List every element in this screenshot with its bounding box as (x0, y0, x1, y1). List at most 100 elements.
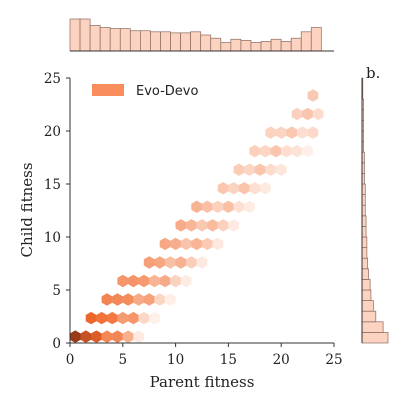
hexbin-cell (186, 219, 197, 232)
x-axis-title: Parent fitness (150, 373, 255, 391)
hexbin-cell (191, 200, 203, 213)
y-tick-label: 0 (52, 336, 61, 352)
hexbin-cell (149, 274, 160, 288)
hexbin-cell (117, 311, 129, 325)
hexbin-cell (207, 219, 218, 232)
hexbin-cell (265, 163, 276, 176)
hexbin-cell (201, 237, 213, 251)
hexbin-cell (170, 237, 181, 251)
hexbin-cell (275, 126, 287, 139)
hexbin-cell (96, 311, 108, 325)
hexbin-cell (228, 182, 240, 195)
hexbin-cell (106, 311, 118, 325)
hexbin-cell (85, 311, 97, 325)
y-tick-label: 15 (44, 177, 61, 193)
x-tick-label: 5 (119, 352, 128, 368)
hexbin-cell (307, 126, 319, 139)
x-tick-label: 15 (220, 352, 237, 368)
hexbin-cell (69, 330, 81, 343)
legend: Evo-Devo (92, 84, 198, 99)
hexbin-cell (233, 163, 245, 176)
y-marginal-bar (361, 300, 374, 312)
x-marginal-bar (260, 41, 272, 52)
legend-swatch (92, 84, 124, 96)
y-marginal-bar (361, 247, 368, 259)
hexbin-cell (296, 126, 308, 139)
legend-label: Evo-Devo (136, 84, 198, 99)
hexbin-cell (117, 274, 129, 288)
x-marginal-bar (89, 25, 101, 52)
hexbin-cell (112, 293, 123, 306)
x-marginal-bar (220, 42, 232, 52)
hexbin-cell (238, 182, 250, 195)
y-marginal-bar (361, 332, 389, 344)
hexbin-cell (260, 144, 271, 158)
y-marginal-bar (361, 289, 372, 301)
hexbin-cell (133, 293, 144, 306)
x-marginal-bar (109, 28, 121, 52)
hexbin-cell (122, 293, 134, 306)
hexbin-cell (143, 256, 155, 269)
hexbin-cell (180, 274, 192, 288)
hexbin-cell (143, 293, 155, 306)
hexbin-cell (196, 219, 208, 232)
y-tick-label: 5 (52, 283, 61, 299)
hexbin-cell (249, 182, 261, 195)
x-marginal-bar (140, 30, 151, 52)
y-marginal-bar (361, 268, 369, 280)
hexbin-cell (164, 256, 176, 269)
x-marginal-bar (270, 38, 282, 52)
hexbin-cell (275, 163, 287, 176)
hexbin-cell (223, 200, 234, 213)
hexbin-cell (212, 237, 224, 251)
y-tick-labels: 0 5 10 15 20 25 (44, 71, 70, 352)
hexbin-cell (122, 330, 134, 343)
hexbin-cell (249, 144, 261, 158)
hexbin-cell (254, 163, 266, 176)
x-marginal-bar (119, 28, 131, 52)
hexbin-cell (312, 107, 324, 121)
x-marginal-bar (290, 37, 302, 52)
hexbin-cell (196, 256, 208, 269)
x-marginal-bar (280, 41, 292, 52)
x-marginal-bar (230, 38, 242, 52)
hexbin-cell (91, 330, 102, 343)
hexbin-cell (291, 144, 303, 158)
x-tick-labels: 0 5 10 15 20 25 (66, 343, 343, 368)
hexbin-cell (164, 293, 176, 306)
x-marginal-bar (69, 18, 81, 52)
hexbin-cell (302, 144, 313, 158)
hexbin-cell (217, 182, 229, 195)
hexbin-cell (175, 219, 187, 232)
hexbin-cell (265, 126, 276, 139)
hexbin-cell (270, 144, 282, 158)
y-marginal-bar (361, 215, 367, 227)
x-marginal-bar (99, 27, 111, 52)
x-tick-label: 0 (66, 352, 75, 368)
hexbin-cell (154, 293, 166, 306)
hexbin-cell (159, 237, 171, 251)
hexbin-cell (302, 107, 313, 121)
x-marginal-bar (300, 31, 312, 52)
x-tick-label: 25 (325, 352, 342, 368)
x-marginal-bar (190, 31, 202, 52)
hexbin-cell (201, 200, 213, 213)
hexbin-cell (138, 274, 150, 288)
hexbin-layer (69, 89, 324, 343)
x-marginal-bar (79, 18, 91, 52)
top-marginal-histogram (69, 18, 334, 52)
y-marginal-bar (361, 279, 371, 291)
hexbin-cell (291, 107, 303, 121)
y-marginal-bar (361, 226, 367, 238)
hexbin-cell (191, 237, 203, 251)
hexbin-cell (101, 293, 113, 306)
hexbin-cell (180, 237, 192, 251)
hexbin-cell (128, 311, 139, 325)
hexbin-cell (159, 274, 171, 288)
hexbin-cell (175, 256, 187, 269)
hexbin-cell (133, 330, 144, 343)
y-marginal-bar (361, 310, 377, 323)
hexbin-cell (307, 89, 319, 102)
hexbin-cell (138, 311, 150, 325)
hexbin-cell (101, 330, 113, 343)
